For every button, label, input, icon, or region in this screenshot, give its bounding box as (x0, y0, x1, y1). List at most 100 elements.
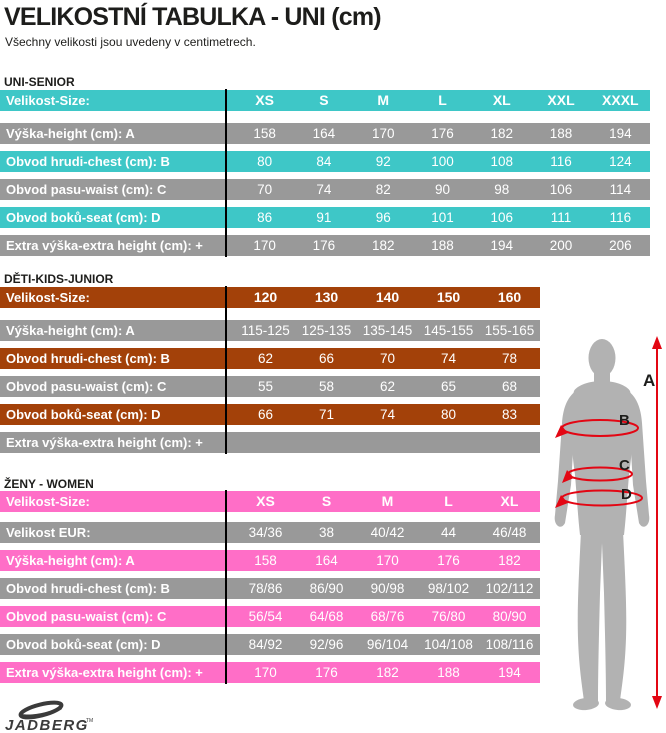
table-row: Obvod hrudi-chest (cm): B 80 84 92 100 108 116… (0, 151, 650, 172)
value-cell (357, 432, 418, 453)
human-silhouette (554, 339, 650, 711)
row-label: Obvod hrudi-chest (cm): B (6, 351, 170, 366)
value-cell: 200 (549, 238, 573, 253)
section-label-kids-junior: DĚTI-KIDS-JUNIOR (4, 272, 114, 286)
row-values: 158 164 170 176 182 (227, 550, 540, 571)
row-label: Obvod boků-seat (cm): D (6, 407, 161, 422)
label-c: C (619, 457, 630, 474)
value-cell: 108/116 (485, 637, 534, 652)
value-cell: 70 (257, 182, 273, 197)
value-cell: 164 (315, 553, 338, 568)
value-cell: 114 (609, 182, 632, 197)
value-cell: 96/104 (366, 637, 409, 652)
row-label: Obvod hrudi-chest (cm): B (6, 581, 170, 596)
value-cell: 158 (254, 553, 277, 568)
value-cell: 170 (253, 238, 276, 253)
size-header-cell: XXXL (602, 92, 639, 108)
value-cell: 170 (371, 126, 395, 141)
size-header-cell: XXL (547, 92, 575, 108)
row-label: Extra výška-extra height (cm): + (6, 435, 203, 450)
value-cell: 135-145 (362, 323, 413, 338)
section-label-uni-senior: UNI-SENIOR (4, 75, 75, 89)
label-b: B (619, 412, 630, 429)
row-label: Extra výška-extra height (cm): + (6, 238, 203, 253)
row-label: Obvod boků-seat (cm): D (6, 210, 161, 225)
value-cell: 158 (253, 126, 276, 141)
value-cell: 102/112 (485, 581, 534, 596)
value-cell: 80/90 (492, 609, 527, 624)
table-row: Výška-height (cm): A 115-125 125-135 135-14… (0, 320, 540, 341)
row-values (227, 432, 540, 453)
arrow-up-icon (652, 336, 662, 349)
value-cell: 124 (609, 154, 632, 169)
size-header-cell: 150 (436, 289, 461, 305)
table-row: Obvod pasu-waist (cm): C 70 74 82 90 98 106 114 (0, 179, 650, 200)
value-cell: 145-155 (423, 323, 474, 338)
value-cell: 66 (257, 407, 274, 422)
value-cell: 62 (379, 379, 396, 394)
value-cell: 176 (431, 126, 454, 141)
value-cell (418, 432, 479, 453)
value-cell: 170 (376, 553, 399, 568)
size-header-cell: M (381, 493, 394, 509)
value-cell: 115-125 (241, 323, 290, 338)
value-cell: 106 (549, 182, 573, 197)
size-header-cell: L (438, 92, 447, 108)
value-cell: 98 (494, 182, 510, 197)
value-cell: 90/98 (370, 581, 405, 596)
size-header-cell: L (444, 493, 453, 509)
value-cell: 164 (312, 126, 336, 141)
human-silhouette-svg: A B C D (554, 336, 662, 711)
row-label: Obvod boků-seat (cm): D (6, 637, 161, 652)
value-cell: 101 (431, 210, 454, 225)
table-divider-line (225, 286, 227, 454)
row-values: 84/92 92/96 96/104 104/108 108/116 (227, 634, 540, 655)
value-cell: 90 (434, 182, 450, 197)
value-cell: 86 (257, 210, 273, 225)
chest-arrow-icon (555, 425, 568, 438)
size-header-cell: 130 (314, 289, 339, 305)
size-header-cell: XS (256, 493, 275, 509)
value-cell: 170 (254, 665, 277, 680)
row-values: 86 91 96 101 106 111 116 (227, 207, 650, 228)
seat-arrow-icon (555, 495, 568, 508)
value-cell: 194 (490, 238, 514, 253)
row-values: 80 84 92 100 108 116 124 (227, 151, 650, 172)
value-cell: 71 (318, 407, 335, 422)
value-cell: 176 (312, 238, 336, 253)
value-cell: 44 (440, 525, 457, 540)
value-cell: 92/96 (309, 637, 344, 652)
value-cell: 82 (375, 182, 391, 197)
value-cell: 104/108 (424, 637, 473, 652)
value-cell: 116 (550, 154, 572, 169)
value-cell: 106 (490, 210, 514, 225)
value-cell: 96 (375, 210, 391, 225)
value-cell: 66 (318, 351, 335, 366)
value-cell: 182 (490, 126, 514, 141)
value-cell: 40/42 (370, 525, 405, 540)
table-row: Obvod boků-seat (cm): D 86 91 96 101 106 111 11… (0, 207, 650, 228)
table-women: Velikost-Size: XS S M L XL Velikost EUR: 34/36 3… (0, 490, 540, 690)
row-label: Obvod pasu-waist (cm): C (6, 379, 167, 394)
value-cell: 56/54 (248, 609, 283, 624)
value-cell (235, 432, 296, 453)
table-row: Velikost EUR: 34/36 38 40/42 44 46/48 (0, 522, 540, 543)
size-header-cell: S (319, 92, 329, 108)
value-cell: 194 (609, 126, 632, 141)
table-divider-line (225, 89, 227, 257)
label-a: A (643, 371, 655, 390)
value-cell: 182 (376, 665, 399, 680)
value-cell: 78/86 (248, 581, 283, 596)
value-cell: 70 (379, 351, 396, 366)
row-label: Extra výška-extra height (cm): + (6, 665, 203, 680)
size-header-cell: XS (255, 92, 274, 108)
value-cell: 46/48 (492, 525, 527, 540)
value-cell: 84 (316, 154, 332, 169)
row-values: 62 66 70 74 78 (227, 348, 540, 369)
table-kids-junior: Velikost-Size: 120 130 140 150 160 Výška-heigh… (0, 286, 540, 460)
table-row: Výška-height (cm): A 158 164 170 176 182 (0, 550, 540, 571)
table-row: Obvod pasu-waist (cm): C 56/54 64/68 68/76 7… (0, 606, 540, 627)
value-cell: 98/102 (427, 581, 470, 596)
value-cell: 188 (549, 126, 573, 141)
